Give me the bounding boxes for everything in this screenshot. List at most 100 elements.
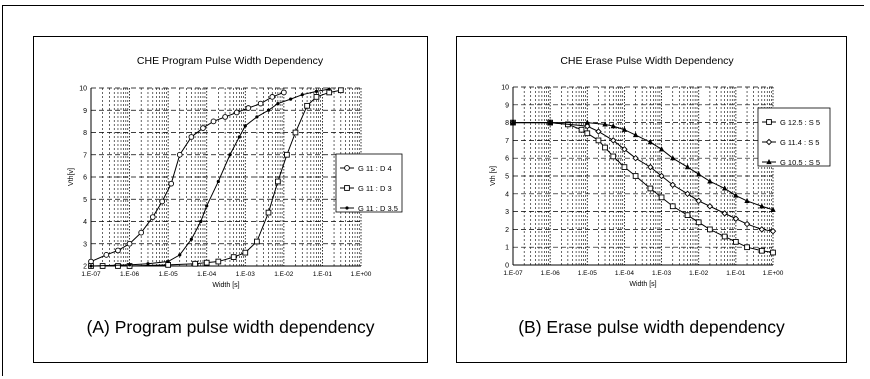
erase-series-1-point bbox=[621, 164, 628, 170]
erase-x-tick-label: 1.E-04 bbox=[615, 270, 635, 277]
erase-series-3-point bbox=[759, 203, 765, 209]
erase-series-2-point bbox=[621, 146, 628, 153]
erase-series-1-point bbox=[584, 130, 591, 137]
erase-chart-caption: (B) Erase pulse width dependency bbox=[518, 317, 785, 337]
erase-x-axis-label: Width [s] bbox=[629, 281, 656, 288]
program-series-3-point bbox=[300, 93, 304, 97]
program-series-3-point bbox=[127, 263, 132, 267]
erase-x-tick-label: 1.E-01 bbox=[726, 270, 746, 277]
erase-series-2-point bbox=[732, 215, 740, 222]
erase-series-2-point bbox=[769, 227, 777, 235]
erase-grid bbox=[512, 86, 774, 266]
program-y-tick-label: 2 bbox=[83, 264, 87, 271]
erase-legend-marker bbox=[766, 158, 772, 165]
erase-chart-panel: CHE Erase Pulse Width Dependency 0 1 2 3 4 5 6 7… bbox=[456, 36, 847, 363]
erase-x-tick-label: 1.E-07 bbox=[503, 270, 523, 277]
program-chart: CHE Program Pulse Width Dependency 2 3 4 5 6 7… bbox=[68, 55, 403, 289]
program-legend-label: G 11 : D 3.5 bbox=[358, 204, 398, 213]
erase-series-1-point bbox=[595, 137, 602, 144]
outer-frame bbox=[2, 5, 864, 376]
erase-series-3-point bbox=[721, 185, 728, 191]
erase-legend-label: G 11.4 : S 5 bbox=[780, 138, 819, 147]
erase-legend: G 12.5 : S 5 G 11.4 : S 5 G 10.5 : S 5 bbox=[757, 107, 831, 167]
erase-x-tick-label: 1.E+00 bbox=[763, 270, 784, 277]
erase-series-1 bbox=[510, 119, 776, 256]
program-legend-marker bbox=[345, 206, 349, 210]
program-series-2-point bbox=[192, 260, 198, 267]
program-series-2-point bbox=[265, 209, 272, 216]
erase-x-tick-label: 1.E-05 bbox=[578, 270, 598, 277]
erase-series-3-point bbox=[602, 121, 608, 127]
program-legend-label: G 11 : D 4 bbox=[358, 164, 392, 173]
program-series-3-point bbox=[166, 259, 170, 264]
erase-series-2-point bbox=[669, 181, 676, 189]
program-chart-title: CHE Program Pulse Width Dependency bbox=[137, 55, 324, 67]
erase-series-1-point bbox=[610, 153, 617, 160]
program-series-3-point bbox=[237, 135, 241, 139]
erase-series-2-point bbox=[610, 137, 617, 144]
erase-series-1-point bbox=[721, 233, 728, 240]
program-chart-caption: (A) Program pulse width dependency bbox=[86, 317, 375, 337]
program-series-3-point bbox=[216, 179, 220, 184]
erase-series-2-point bbox=[684, 190, 691, 198]
program-y-tick-label: 5 bbox=[83, 197, 87, 204]
program-legend-box bbox=[335, 153, 403, 213]
program-series-1-point bbox=[281, 89, 287, 96]
program-legend-marker bbox=[344, 165, 350, 171]
program-series-2-point bbox=[326, 89, 333, 96]
erase-legend-label: G 10.5 : S 5 bbox=[780, 158, 820, 167]
program-series-1-point bbox=[210, 118, 217, 125]
erase-series-3-point bbox=[647, 139, 654, 145]
erase-x-tick-label: 1.E-06 bbox=[541, 270, 561, 277]
program-y-tick-label: 6 bbox=[83, 175, 87, 182]
erase-series-2-point bbox=[706, 203, 714, 210]
erase-series-3-point bbox=[707, 178, 713, 184]
erase-legend-marker bbox=[766, 119, 772, 125]
erase-series-2-point bbox=[647, 163, 654, 171]
erase-series-1-point bbox=[602, 144, 608, 151]
erase-x-tick-label: 1.E-03 bbox=[652, 270, 672, 277]
program-series-2-point bbox=[165, 262, 171, 268]
erase-series-2-point bbox=[632, 154, 639, 162]
program-series-1-point bbox=[138, 229, 145, 236]
program-series-3-point bbox=[276, 101, 280, 106]
program-series-1-point bbox=[159, 198, 166, 205]
erase-y-tick-label: 1 bbox=[505, 245, 509, 252]
program-series-3-point bbox=[146, 262, 150, 266]
erase-series-1-point bbox=[632, 173, 639, 179]
erase-series-2-point bbox=[721, 210, 728, 217]
erase-series-1-point bbox=[744, 244, 750, 251]
program-legend-label: G 11 : D 3 bbox=[358, 184, 392, 193]
erase-series-3-point bbox=[547, 119, 553, 125]
erase-series-2-point bbox=[695, 197, 702, 205]
erase-y-tick-label: 4 bbox=[505, 191, 509, 198]
program-series-3-point bbox=[199, 219, 203, 224]
program-series-3-point bbox=[266, 108, 271, 112]
erase-series-2-point bbox=[758, 226, 766, 233]
program-series-3-point bbox=[327, 87, 331, 91]
erase-legend-label: G 12.5 : S 5 bbox=[780, 118, 820, 127]
program-x-tick-label: 1.E-06 bbox=[120, 271, 140, 278]
program-series-3-point bbox=[289, 97, 293, 101]
erase-x-tick-label: 1.E-02 bbox=[689, 270, 709, 277]
program-series-1-point bbox=[188, 134, 195, 140]
erase-series-3-point bbox=[770, 206, 776, 212]
erase-series-3-point bbox=[610, 123, 616, 129]
program-x-tick-label: 1.E+00 bbox=[351, 271, 372, 278]
erase-y-tick-label: 10 bbox=[501, 85, 509, 92]
erase-series-3-point bbox=[670, 155, 676, 161]
program-legend: G 11 : D 4 G 11 : D 3 G 11 : D 3.5 bbox=[335, 153, 403, 213]
program-series-1-point bbox=[200, 125, 206, 131]
erase-series-3-point bbox=[510, 119, 516, 125]
program-series-1-point bbox=[126, 240, 133, 247]
program-series-3-point bbox=[205, 204, 209, 208]
program-y-tick-label: 3 bbox=[83, 241, 87, 248]
erase-y-tick-label: 8 bbox=[505, 120, 509, 127]
program-series-3-point bbox=[189, 237, 193, 241]
program-series-1-point bbox=[257, 100, 264, 107]
erase-series-3 bbox=[510, 119, 776, 212]
program-series-1-point bbox=[149, 214, 156, 220]
program-chart-panel: CHE Program Pulse Width Dependency 2 3 4 5 6 7… bbox=[33, 36, 428, 363]
erase-series-1-point bbox=[669, 203, 676, 210]
erase-series-3-point bbox=[584, 119, 590, 125]
